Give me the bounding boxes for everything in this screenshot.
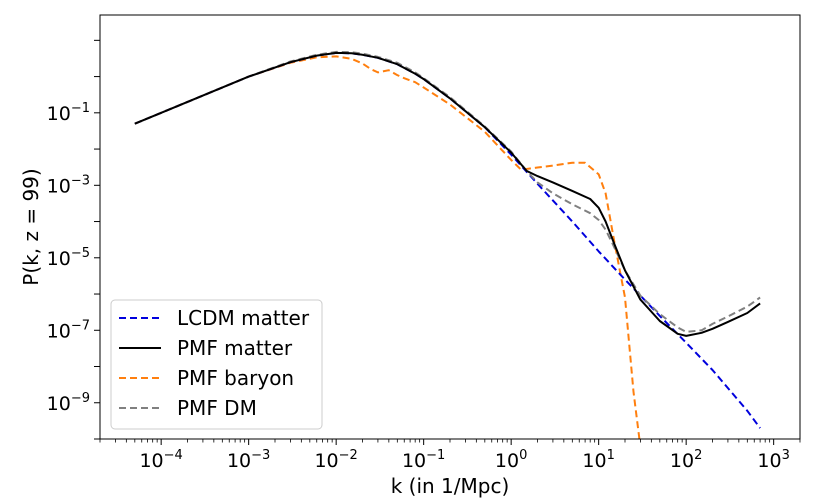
legend-frame	[110, 299, 323, 430]
axis-layer: 10−4 10−3 10−2 10−1 100 101 102 103 10−9 10−7 10−5…	[47, 39, 801, 472]
legend-label-lcdm-matter: LCDM matter	[177, 306, 310, 330]
y-tick-label: 10−7	[47, 318, 90, 342]
series-line-pmf-matter	[134, 51, 761, 337]
series-line-pmf-dm	[134, 50, 761, 333]
x-tick-label: 10−4	[139, 448, 182, 472]
y-axis-title: P(k, z = 99)	[19, 168, 43, 285]
x-tick-label: 100	[495, 448, 527, 472]
y-tick-label: 10−9	[47, 391, 90, 415]
y-tick-label: 10−1	[47, 101, 90, 125]
x-tick-label: 101	[582, 448, 614, 472]
x-tick-label: 10−3	[227, 448, 270, 472]
legend-label-pmf-matter: PMF matter	[177, 336, 293, 360]
legend-label-pmf-baryon: PMF baryon	[177, 366, 294, 390]
legend-label-pmf-dm: PMF DM	[177, 396, 257, 420]
y-tick-label: 10−5	[47, 246, 90, 270]
x-tick-label: 102	[670, 448, 702, 472]
x-tick-label: 10−2	[314, 448, 357, 472]
series-line-pmf-baryon	[134, 55, 641, 439]
x-tick-label: 10−1	[402, 448, 445, 472]
x-axis-title: k (in 1/Mpc)	[391, 474, 510, 498]
series-layer	[134, 50, 761, 439]
legend: LCDM matter PMF matter PMF baryon PMF DM	[110, 299, 323, 430]
y-tick-label: 10−3	[47, 173, 90, 197]
x-tick-label: 103	[757, 448, 789, 472]
